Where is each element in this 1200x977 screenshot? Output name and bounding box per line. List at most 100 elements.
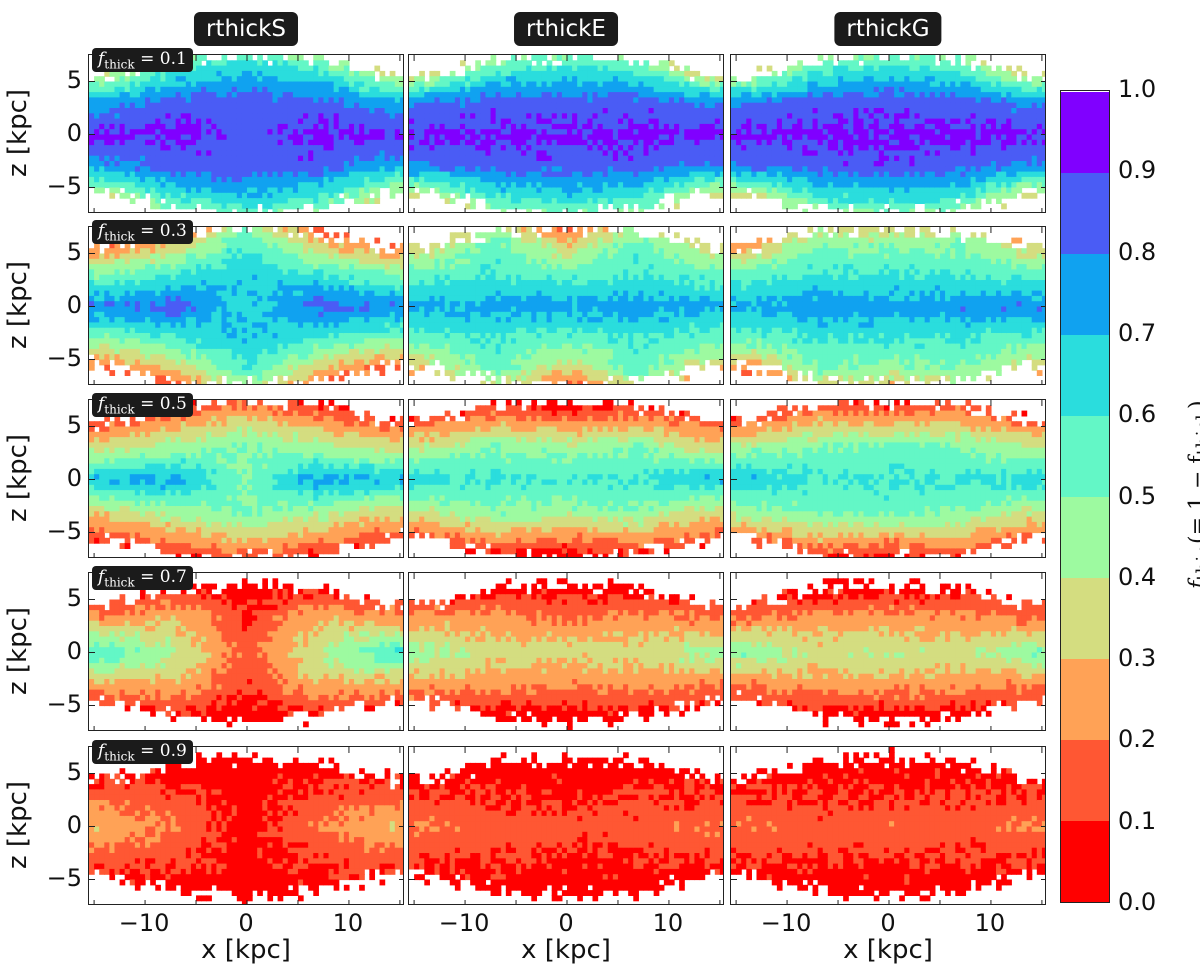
contour-cell xyxy=(812,97,819,104)
contour-cell xyxy=(1031,81,1038,88)
contour-cell xyxy=(617,86,624,93)
contour-cell xyxy=(736,182,742,189)
contour-cell xyxy=(873,92,880,98)
contour-cell xyxy=(241,161,248,167)
contour-cell xyxy=(663,182,670,189)
contour-cell xyxy=(521,155,527,162)
contour-cell xyxy=(899,70,905,77)
contour-cell xyxy=(970,171,977,178)
contour-cell xyxy=(262,171,268,178)
contour-cell xyxy=(241,155,248,162)
contour-cell xyxy=(827,129,834,136)
contour-cell xyxy=(536,129,543,136)
contour-cell xyxy=(165,92,172,98)
contour-cell xyxy=(364,70,370,77)
contour-cell xyxy=(516,176,522,183)
contour-cell xyxy=(449,108,456,114)
contour-cell xyxy=(878,182,885,189)
contour-cell xyxy=(328,102,335,109)
contour-cell xyxy=(945,161,951,167)
contour-cell xyxy=(206,198,212,204)
contour-cell xyxy=(771,97,778,104)
contour-cell xyxy=(129,102,136,109)
contour-cell xyxy=(303,76,309,83)
contour-cell xyxy=(684,108,690,114)
contour-cell xyxy=(308,182,314,189)
contour-cell xyxy=(150,76,156,83)
contour-cell xyxy=(429,76,436,83)
contour-cell xyxy=(719,187,723,194)
contour-cell xyxy=(236,208,243,212)
contour-cell xyxy=(858,176,865,183)
contour-cell xyxy=(674,92,680,98)
contour-cell xyxy=(985,161,992,167)
contour-cell xyxy=(155,166,161,173)
contour-cell xyxy=(663,70,670,77)
contour-cell xyxy=(761,155,768,162)
contour-cell xyxy=(965,129,972,136)
contour-cell xyxy=(252,76,258,83)
contour-cell xyxy=(1006,155,1012,162)
contour-cell xyxy=(480,139,487,146)
contour-cell xyxy=(338,155,345,162)
contour-cell xyxy=(333,129,340,136)
contour-cell xyxy=(873,192,880,199)
contour-cell xyxy=(689,134,696,141)
contour-cell xyxy=(190,123,197,130)
contour-cell xyxy=(1026,176,1033,183)
contour-cell xyxy=(379,150,386,157)
contour-cell xyxy=(838,118,844,125)
contour-cell xyxy=(766,182,773,189)
contour-cell xyxy=(495,176,502,183)
contour-cell xyxy=(899,171,905,178)
contour-cell xyxy=(196,166,202,173)
contour-cell xyxy=(94,108,100,114)
contour-cell xyxy=(684,129,690,136)
contour-cell xyxy=(980,76,987,83)
contour-cell xyxy=(684,139,690,146)
contour-cell xyxy=(459,134,466,141)
contour-cell xyxy=(848,198,854,204)
contour-cell xyxy=(577,118,583,125)
contour-cell xyxy=(848,113,854,120)
contour-cell xyxy=(379,113,386,120)
contour-cell xyxy=(894,198,900,204)
contour-cell xyxy=(597,92,604,98)
contour-cell xyxy=(663,145,670,151)
contour-cell xyxy=(817,86,824,93)
contour-cell xyxy=(843,139,849,146)
contour-cell xyxy=(776,192,783,199)
contour-cell xyxy=(287,198,294,204)
contour-cell xyxy=(338,198,345,204)
contour-cell xyxy=(787,86,793,93)
contour-cell xyxy=(797,155,803,162)
contour-cell xyxy=(551,102,558,109)
contour-cell xyxy=(94,139,100,146)
contour-cell xyxy=(561,102,568,109)
contour-cell xyxy=(939,113,946,120)
contour-cell xyxy=(756,118,763,125)
contour-cell xyxy=(714,145,721,151)
contour-cell xyxy=(812,171,819,178)
contour-cell xyxy=(592,60,599,67)
contour-cell xyxy=(658,129,665,136)
contour-cell xyxy=(843,198,849,204)
contour-cell xyxy=(1001,129,1007,136)
contour-cell xyxy=(439,134,446,141)
contour-cell xyxy=(771,70,778,77)
contour-cell xyxy=(155,176,161,183)
contour-cell xyxy=(985,123,992,130)
contour-cell xyxy=(776,166,783,173)
contour-cell xyxy=(190,166,197,173)
contour-cell xyxy=(226,65,233,72)
contour-cell xyxy=(89,171,95,178)
contour-cell xyxy=(343,145,350,151)
contour-cell xyxy=(465,187,471,194)
contour-cell xyxy=(165,118,172,125)
contour-cell xyxy=(572,176,578,183)
contour-cell xyxy=(465,65,471,72)
contour-cell xyxy=(561,176,568,183)
contour-cell xyxy=(592,176,599,183)
contour-cell xyxy=(313,118,319,125)
contour-cell xyxy=(247,118,253,125)
